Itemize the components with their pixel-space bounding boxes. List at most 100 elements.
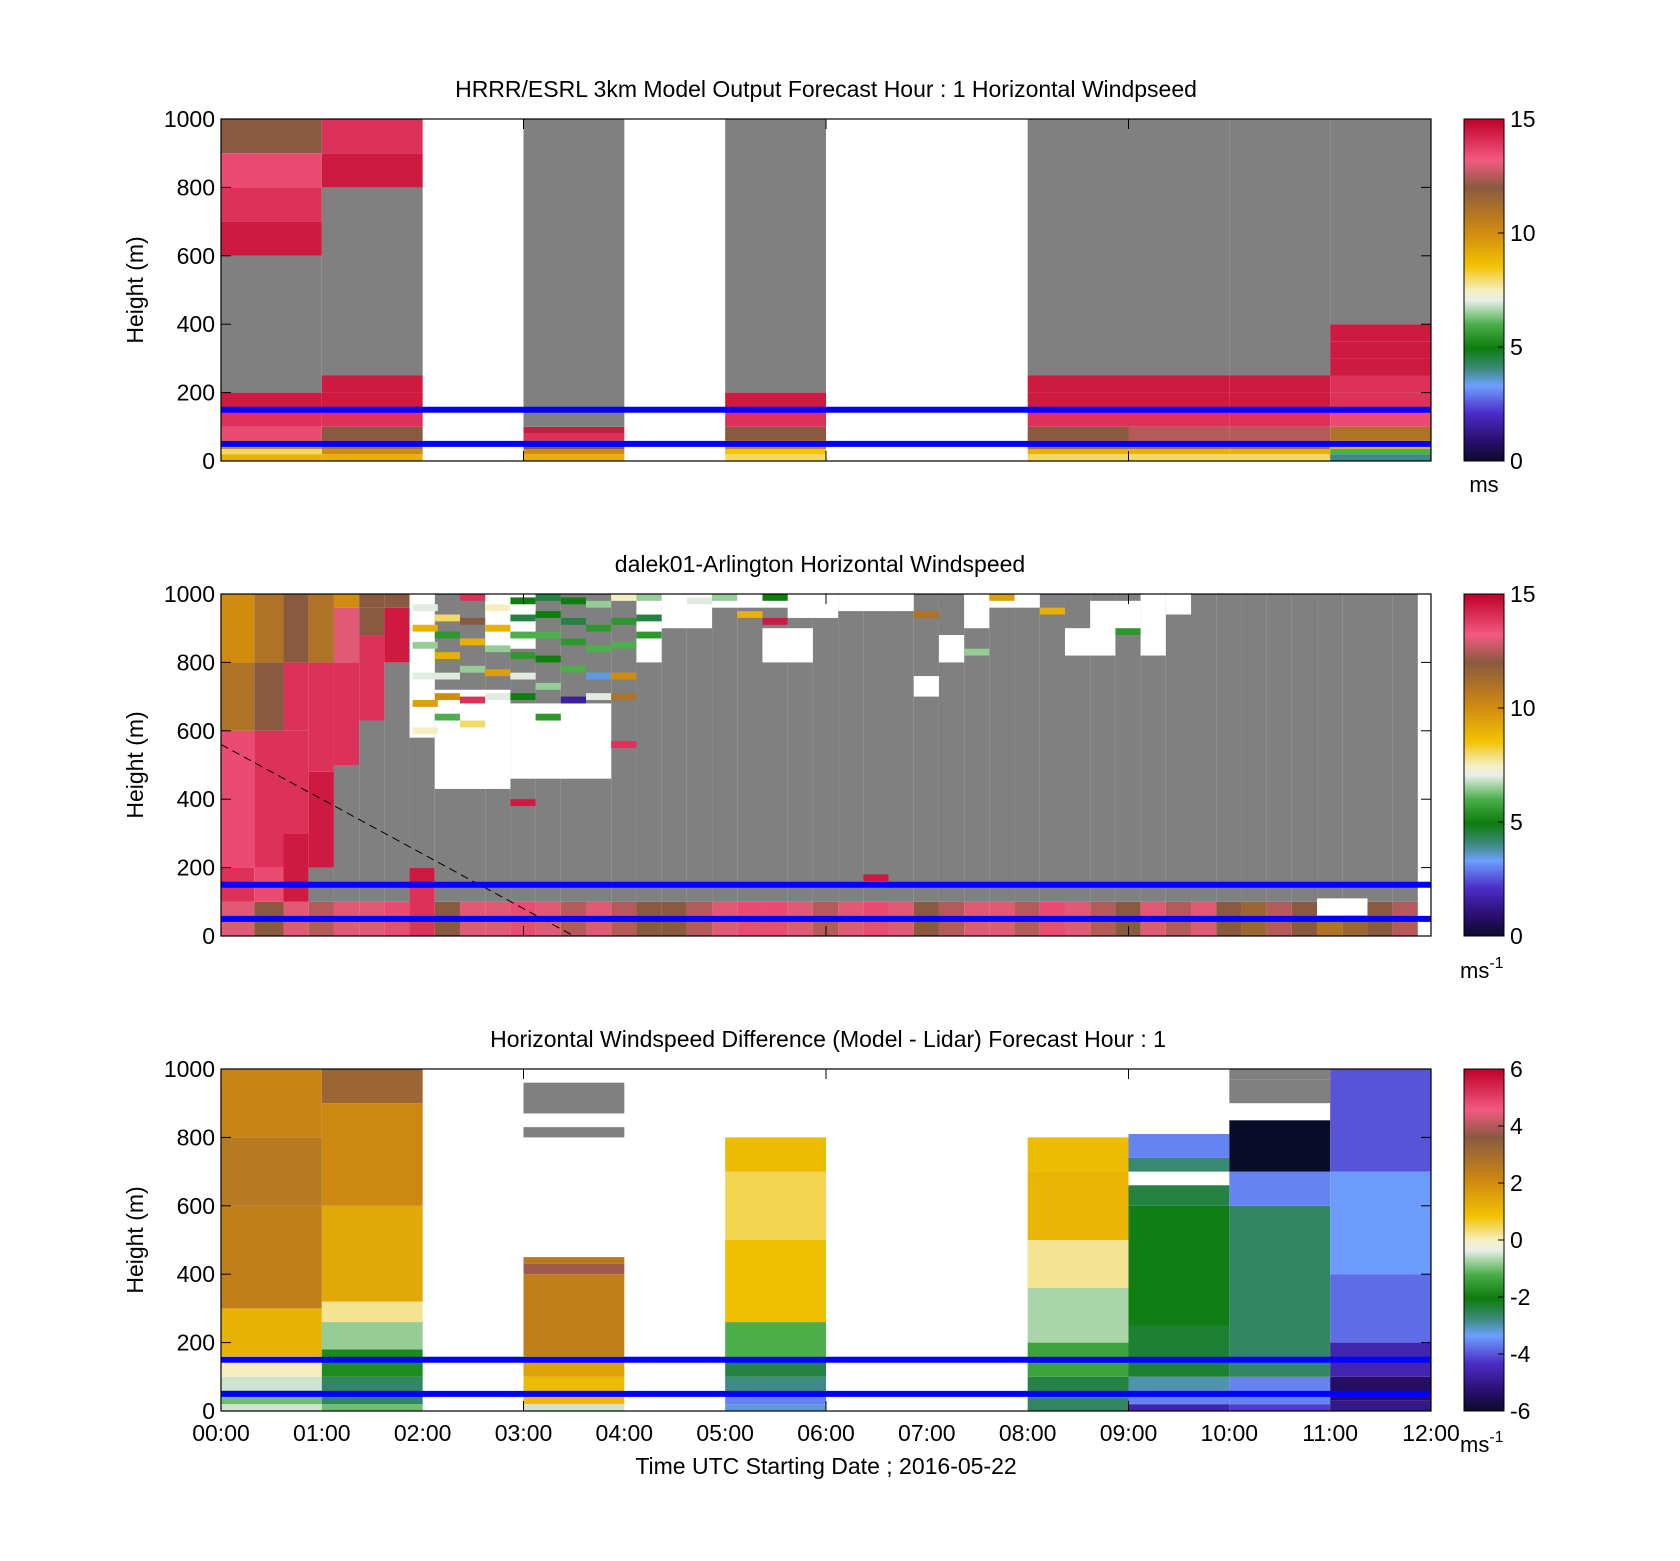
heatmap-cell xyxy=(1027,454,1129,461)
heatmap-cell xyxy=(359,594,385,608)
heatmap-cell xyxy=(1330,341,1431,359)
y-tick-label: 600 xyxy=(177,1193,215,1219)
x-tick-label: 01:00 xyxy=(293,1420,351,1446)
heatmap-cell xyxy=(523,426,625,434)
observation-cell xyxy=(412,624,438,632)
heatmap-cell xyxy=(221,1376,322,1391)
colorbar-tick-label: 10 xyxy=(1510,695,1536,721)
heatmap-cell xyxy=(725,1397,826,1405)
heatmap-cell xyxy=(221,1069,322,1138)
colorbar-tick-label: 15 xyxy=(1510,106,1536,132)
heatmap-cell xyxy=(1330,1400,1431,1411)
heatmap-cell xyxy=(523,1274,625,1357)
y-tick-label: 200 xyxy=(177,1330,215,1356)
heatmap-cell xyxy=(321,1322,423,1350)
panel-lidar-title: dalek01-Arlington Horizontal Windspeed xyxy=(615,551,1025,577)
observation-cell xyxy=(586,624,612,632)
heatmap-cell xyxy=(1229,1205,1331,1377)
panel-lidar-cells xyxy=(221,594,1418,936)
panel-model-reflines xyxy=(221,406,1431,447)
observation-cell xyxy=(535,713,561,721)
y-tick-label: 800 xyxy=(177,649,215,675)
heatmap-cell xyxy=(1128,1157,1230,1172)
observation-cell xyxy=(510,631,536,639)
x-tick-label: 10:00 xyxy=(1201,1420,1259,1446)
heatmap-cell xyxy=(686,594,713,902)
observation-cell xyxy=(611,693,637,701)
heatmap-cell xyxy=(523,1127,625,1138)
observation-cell xyxy=(535,631,561,639)
observation-cell xyxy=(485,669,511,677)
heatmap-cell xyxy=(1330,375,1431,393)
panel-diff-title: Horizontal Windspeed Difference (Model -… xyxy=(490,1026,1166,1052)
panel-model-ylabel: Height (m) xyxy=(122,236,148,343)
heatmap-cell xyxy=(712,594,738,902)
heatmap-cell xyxy=(1330,426,1431,441)
heatmap-cell xyxy=(1128,449,1230,455)
observation-cell xyxy=(636,594,662,601)
missing-data-region xyxy=(838,594,914,612)
panel-diff-colorbar-unit: ms-1 xyxy=(1460,1429,1504,1457)
observation-cell xyxy=(586,645,612,653)
y-tick-label: 600 xyxy=(177,718,215,744)
heatmap-cell xyxy=(1128,375,1230,393)
heatmap-cell xyxy=(1128,454,1230,461)
observation-cell xyxy=(611,672,637,680)
heatmap-cell xyxy=(1128,392,1230,410)
heatmap-cell xyxy=(812,594,839,902)
observation-cell xyxy=(560,617,587,625)
heatmap-cell xyxy=(1027,1287,1129,1343)
heatmap-cell xyxy=(1367,594,1393,902)
heatmap-cell xyxy=(221,1205,322,1309)
heatmap-cell xyxy=(913,594,939,902)
x-tick-label: 00:00 xyxy=(192,1420,250,1446)
heatmap-cell xyxy=(221,449,322,455)
heatmap-cell xyxy=(359,720,385,902)
heatmap-cell xyxy=(1392,594,1418,902)
panel-model-title: HRRR/ESRL 3km Model Output Forecast Hour… xyxy=(455,76,1197,102)
observation-cell xyxy=(434,672,460,680)
colorbar-tick-label: 0 xyxy=(1510,448,1523,474)
heatmap-cell xyxy=(725,1171,826,1240)
heatmap-cell xyxy=(384,662,410,902)
observation-cell xyxy=(686,597,713,605)
observation-cell xyxy=(434,631,460,639)
missing-data-region xyxy=(1165,594,1192,615)
heatmap-cell xyxy=(221,187,322,222)
heatmap-cell xyxy=(321,1301,423,1323)
heatmap-cell xyxy=(888,594,914,902)
x-tick-label: 03:00 xyxy=(495,1420,553,1446)
heatmap-cell xyxy=(523,1376,625,1405)
heatmap-cell xyxy=(838,594,864,902)
heatmap-cell xyxy=(359,635,385,721)
heatmap-cell xyxy=(333,607,360,663)
heatmap-cell xyxy=(384,607,410,663)
panel-diff-axes: 0 200 400 600 800 1000 00:00 01:00 02:00 03:00 04:… xyxy=(164,1056,1460,1446)
heatmap-cell xyxy=(1229,1079,1331,1104)
observation-cell xyxy=(459,665,486,673)
observation-cell xyxy=(485,604,511,612)
observation-cell xyxy=(737,611,763,618)
missing-data-region xyxy=(913,676,939,697)
y-tick-label: 1000 xyxy=(164,581,215,607)
y-tick-label: 200 xyxy=(177,855,215,881)
heatmap-cell xyxy=(321,1205,423,1302)
heatmap-cell xyxy=(661,594,687,902)
heatmap-cell xyxy=(523,454,625,461)
y-tick-label: 800 xyxy=(177,1124,215,1150)
heatmap-cell xyxy=(308,594,334,663)
observation-cell xyxy=(586,672,612,680)
heatmap-cell xyxy=(1229,409,1331,427)
heatmap-cell xyxy=(1128,1185,1230,1206)
colorbar-tick-label: 0 xyxy=(1510,923,1523,949)
missing-data-region xyxy=(636,594,662,663)
x-tick-label: 02:00 xyxy=(394,1420,452,1446)
observation-cell xyxy=(412,700,438,707)
observation-cell xyxy=(560,696,587,704)
heatmap-cell xyxy=(321,187,423,376)
y-tick-label: 1000 xyxy=(164,1056,215,1082)
x-tick-label: 06:00 xyxy=(797,1420,855,1446)
panel-lidar-axes: 0 200 400 600 800 1000 xyxy=(164,581,1432,949)
x-tick-label: 11:00 xyxy=(1302,1420,1358,1446)
heatmap-cell xyxy=(725,1322,826,1360)
